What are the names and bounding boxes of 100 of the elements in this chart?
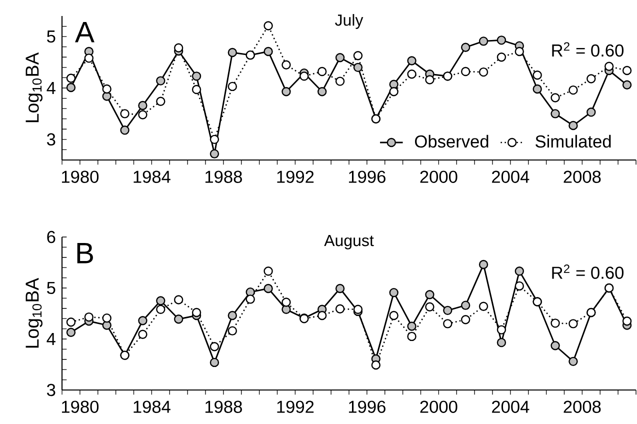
point xyxy=(514,281,524,291)
point xyxy=(460,315,470,324)
point xyxy=(174,295,184,304)
point xyxy=(496,52,506,62)
point xyxy=(407,56,416,66)
point xyxy=(138,330,148,339)
point xyxy=(478,302,488,311)
x-tick-label: 1984 xyxy=(134,170,170,183)
chart-title: July xyxy=(335,14,364,29)
point xyxy=(550,109,560,118)
point xyxy=(460,300,470,310)
point xyxy=(425,302,434,312)
point xyxy=(264,46,273,56)
point xyxy=(282,60,291,70)
point xyxy=(138,110,148,120)
point xyxy=(550,93,560,102)
point xyxy=(568,120,578,130)
point xyxy=(478,67,488,77)
y-tick-label: 4 xyxy=(46,82,56,94)
point xyxy=(174,43,184,52)
x-tick-label: 2008 xyxy=(564,170,601,183)
y-tick-label: 3 xyxy=(46,384,56,396)
point xyxy=(120,109,130,118)
point xyxy=(460,42,470,52)
point xyxy=(478,36,488,46)
point xyxy=(66,82,76,92)
legend-label: Observed xyxy=(415,134,488,148)
x-tick-label: 1988 xyxy=(205,400,242,413)
point xyxy=(389,310,398,320)
point xyxy=(66,74,76,83)
point xyxy=(407,322,416,331)
point xyxy=(317,310,327,320)
point xyxy=(407,332,416,342)
point xyxy=(389,86,398,96)
x-tick-label: 1980 xyxy=(62,400,99,413)
point xyxy=(264,21,273,30)
point xyxy=(102,84,112,94)
point xyxy=(317,86,327,96)
point xyxy=(425,75,434,84)
y-tick-label: 5 xyxy=(47,282,56,294)
point xyxy=(532,84,542,94)
point xyxy=(622,80,632,90)
point xyxy=(335,284,345,294)
x-tick-label: 2004 xyxy=(492,170,530,183)
x-tick-label: 1996 xyxy=(348,400,386,413)
x-tick-label: 1984 xyxy=(134,400,170,413)
annotation: R$^{2}$ = 0.60 xyxy=(552,264,624,279)
point xyxy=(210,134,220,144)
point xyxy=(568,319,578,328)
point xyxy=(192,308,202,318)
x-tick-label: 2000 xyxy=(420,170,458,183)
point xyxy=(156,304,166,314)
point xyxy=(246,294,255,304)
point xyxy=(568,356,578,366)
point xyxy=(138,316,148,326)
point xyxy=(138,100,148,110)
point xyxy=(407,70,416,79)
point xyxy=(478,260,488,270)
point xyxy=(514,46,524,56)
point xyxy=(443,319,452,328)
point xyxy=(353,50,363,60)
y-tick-label: 5 xyxy=(47,30,56,43)
x-tick-label: 1996 xyxy=(348,170,386,183)
point xyxy=(300,72,309,81)
point xyxy=(210,342,220,352)
point xyxy=(228,326,238,336)
point xyxy=(622,316,632,326)
point xyxy=(604,62,614,71)
point xyxy=(66,318,76,327)
point xyxy=(532,70,542,80)
y-tick-label: 6 xyxy=(47,230,56,244)
x-tick-label: 2008 xyxy=(564,400,601,413)
point xyxy=(192,84,202,94)
point xyxy=(353,62,363,72)
point xyxy=(102,313,112,323)
legend-label: Simulated xyxy=(536,134,611,148)
point xyxy=(156,96,166,106)
x-tick-label: 1992 xyxy=(277,400,314,413)
point xyxy=(282,86,291,96)
x-tick-label: 1988 xyxy=(205,170,242,183)
point xyxy=(84,312,94,322)
y-tick-label: 3 xyxy=(46,133,56,146)
point xyxy=(66,328,76,337)
point xyxy=(443,306,452,316)
point xyxy=(496,338,506,348)
annotation: A xyxy=(74,22,94,42)
y-axis-title: Log$_{10}$BA xyxy=(26,278,42,348)
point xyxy=(228,82,238,92)
point xyxy=(389,288,398,298)
point xyxy=(264,266,273,276)
point xyxy=(317,66,327,76)
point xyxy=(550,318,560,328)
point xyxy=(192,72,202,81)
x-tick-label: 2000 xyxy=(420,400,458,413)
annotation: B xyxy=(77,243,93,264)
point xyxy=(335,53,345,62)
point xyxy=(210,358,220,368)
point xyxy=(264,284,273,294)
point xyxy=(282,298,291,307)
point xyxy=(496,36,506,45)
